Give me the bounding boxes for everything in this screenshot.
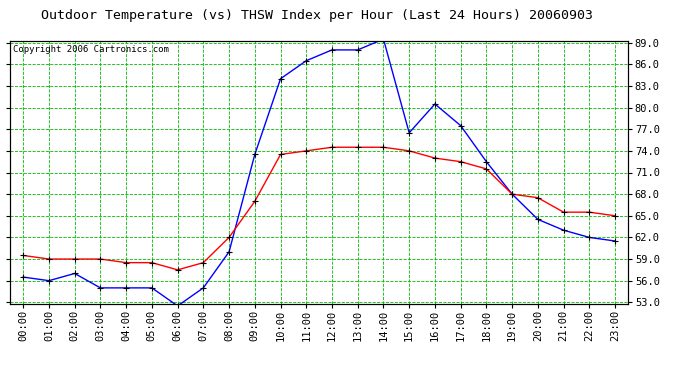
Text: Copyright 2006 Cartronics.com: Copyright 2006 Cartronics.com <box>13 45 169 54</box>
Text: Outdoor Temperature (vs) THSW Index per Hour (Last 24 Hours) 20060903: Outdoor Temperature (vs) THSW Index per … <box>41 9 593 22</box>
